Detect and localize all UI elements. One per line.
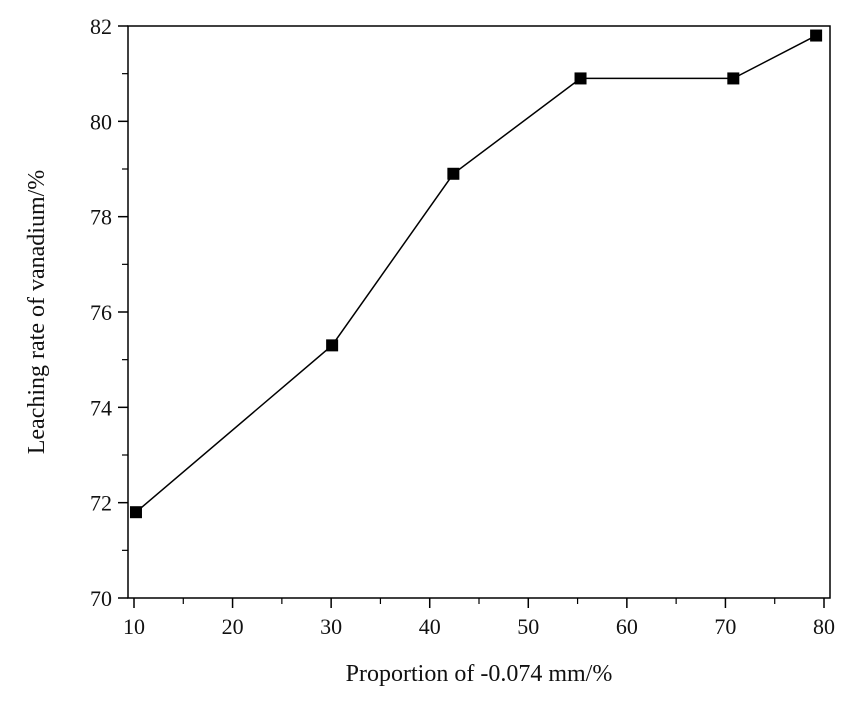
y-tick-label: 82 bbox=[90, 14, 112, 39]
data-point-marker bbox=[810, 29, 823, 42]
y-tick-label: 74 bbox=[90, 395, 112, 420]
x-axis-title: Proportion of -0.074 mm/% bbox=[346, 661, 613, 687]
y-tick-label: 80 bbox=[90, 109, 112, 134]
y-tick-label: 78 bbox=[90, 205, 112, 230]
y-axis-title: Leaching rate of vanadium/% bbox=[24, 170, 50, 455]
series-line bbox=[135, 34, 817, 513]
series-markers bbox=[129, 29, 823, 519]
x-tick-label: 30 bbox=[320, 614, 342, 639]
data-point-marker bbox=[129, 506, 142, 519]
x-tick-label: 10 bbox=[123, 614, 145, 639]
data-point-marker bbox=[727, 72, 740, 85]
x-tick-label: 40 bbox=[419, 614, 441, 639]
data-point-marker bbox=[326, 339, 339, 352]
major-ticks bbox=[118, 25, 825, 608]
x-tick-label: 20 bbox=[222, 614, 244, 639]
x-tick-label: 50 bbox=[517, 614, 539, 639]
y-tick-label: 70 bbox=[90, 586, 112, 611]
data-point-marker bbox=[447, 167, 460, 180]
y-tick-label: 76 bbox=[90, 300, 112, 325]
y-tick-label: 72 bbox=[90, 491, 112, 516]
x-tick-label: 60 bbox=[616, 614, 638, 639]
minor-ticks bbox=[122, 73, 776, 604]
x-tick-label: 70 bbox=[714, 614, 736, 639]
x-tick-label: 80 bbox=[813, 614, 835, 639]
data-point-marker bbox=[574, 72, 587, 85]
tick-labels: 10 20 30 40 50 60 70 80 70 72 74 76 78 80 82 bbox=[90, 14, 835, 639]
series-lines bbox=[135, 34, 817, 513]
plot-frame bbox=[127, 25, 831, 599]
